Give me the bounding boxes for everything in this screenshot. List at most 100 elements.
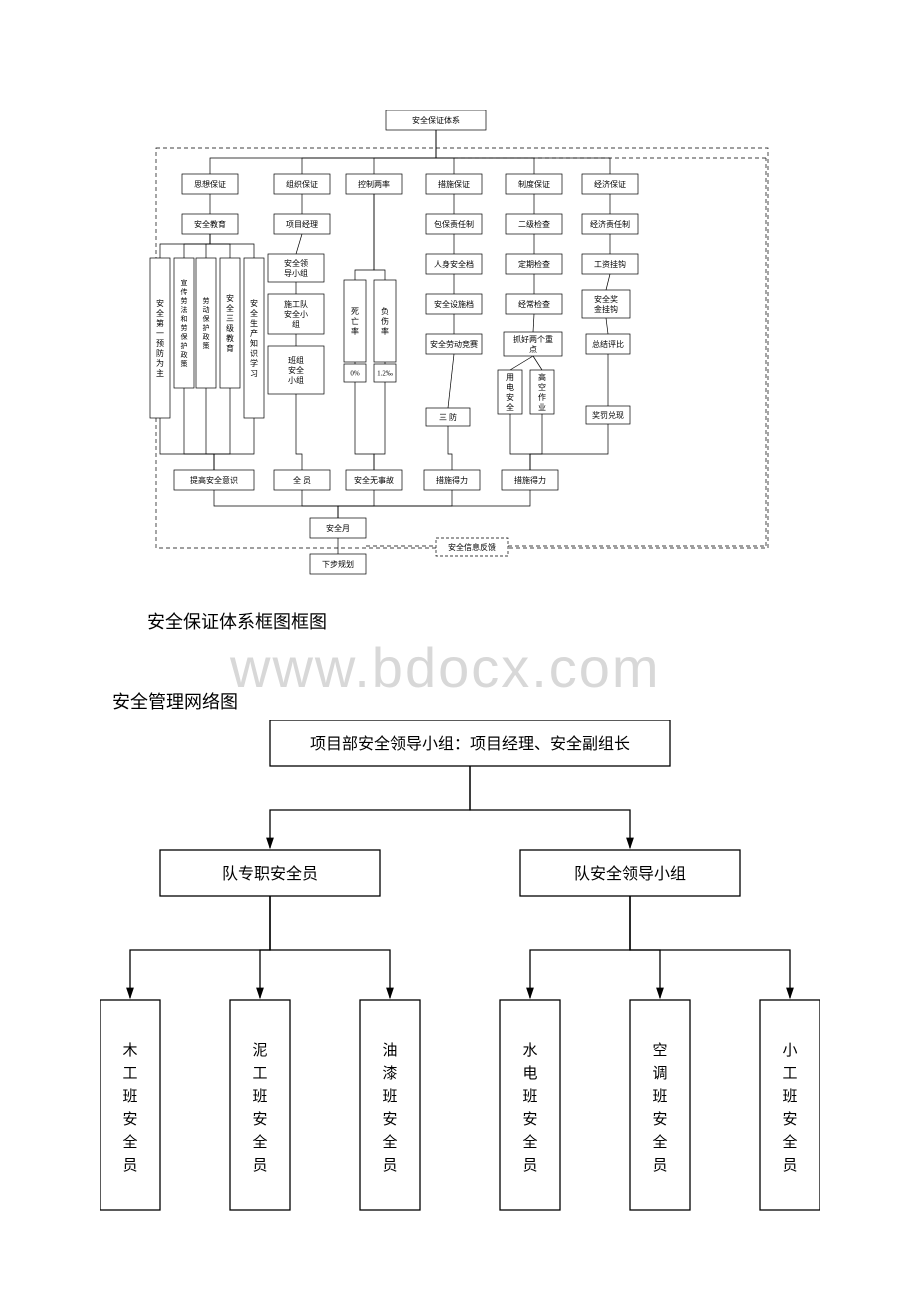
svg-text:策: 策 [203,341,210,350]
svg-text:总结评比: 总结评比 [592,339,624,349]
svg-text:制度保证: 制度保证 [518,179,550,189]
svg-text:措施得力: 措施得力 [514,475,546,485]
svg-text:劳: 劳 [203,296,210,305]
svg-text:员: 员 [522,1158,537,1174]
svg-text:班: 班 [652,1088,667,1105]
svg-text:班组: 班组 [288,355,304,365]
svg-text:安全保证体系: 安全保证体系 [412,115,460,125]
svg-text:和: 和 [181,314,188,323]
svg-text:教: 教 [226,333,234,343]
svg-text:全: 全 [522,1133,537,1151]
svg-text:安: 安 [250,298,258,308]
svg-text:安全: 安全 [288,365,304,375]
svg-text:抓好两个重: 抓好两个重 [513,334,553,344]
svg-text:安: 安 [522,1111,537,1128]
svg-text:育: 育 [226,343,234,353]
svg-text:预: 预 [156,338,164,348]
svg-text:传: 传 [181,287,188,296]
top-diagram: 安全保证体系思想保证组织保证控制两率措施保证制度保证经济保证安全教育项目经理包保… [146,110,776,600]
svg-text:第: 第 [156,318,164,328]
watermark-text: www.bdocx.com [230,635,661,700]
svg-text:班: 班 [382,1088,397,1105]
svg-text:政: 政 [181,350,188,359]
svg-text:策: 策 [181,359,188,368]
svg-text:宣: 宣 [181,278,188,287]
svg-text:二级检查: 二级检查 [518,219,550,229]
svg-text:点: 点 [529,345,537,354]
caption-bottom: 安全管理网络图 [112,688,238,714]
svg-text:安: 安 [226,293,234,303]
svg-text:三 防: 三 防 [439,412,457,422]
svg-text:奖罚兑现: 奖罚兑现 [592,410,624,420]
bottom-diagram: 项目部安全领导小组：项目经理、安全副组长队专职安全员队安全领导小组木工班安全员泥… [100,720,820,1250]
svg-text:工: 工 [252,1066,267,1082]
svg-text:思想保证: 思想保证 [194,179,226,189]
svg-text:安全领: 安全领 [284,258,308,268]
svg-text:安全月: 安全月 [326,523,350,533]
svg-text:水: 水 [522,1042,537,1059]
page: www.bdocx.com 安全保证体系思想保证组织保证控制两率措施保证制度保证… [0,0,920,1302]
svg-text:安全无事故: 安全无事故 [354,475,394,485]
svg-text:电: 电 [506,382,514,392]
svg-text:全: 全 [782,1133,797,1151]
svg-text:安全信息反馈: 安全信息反馈 [448,542,496,552]
svg-text:安: 安 [382,1111,397,1128]
svg-text:员: 员 [252,1158,267,1174]
svg-text:组织保证: 组织保证 [286,179,318,189]
svg-text:人身安全档: 人身安全档 [434,259,474,269]
svg-text:空: 空 [652,1042,667,1059]
svg-text:全: 全 [652,1133,667,1151]
svg-text:安: 安 [506,392,514,402]
svg-text:一: 一 [156,329,164,338]
svg-text:1.2‰: 1.2‰ [377,370,393,378]
svg-text:班: 班 [122,1088,137,1105]
svg-text:泥: 泥 [252,1042,267,1059]
svg-text:作: 作 [538,392,546,402]
svg-text:用: 用 [506,373,514,382]
svg-text:死: 死 [351,307,359,316]
svg-text:小组: 小组 [288,375,304,385]
svg-text:工: 工 [122,1066,137,1082]
svg-text:护: 护 [181,341,188,350]
svg-text:安全教育: 安全教育 [194,219,226,229]
svg-text:法: 法 [181,305,188,314]
svg-text:措施得力: 措施得力 [436,475,468,485]
svg-text:保: 保 [203,314,210,323]
svg-text:安: 安 [652,1111,667,1128]
svg-text:负: 负 [381,306,389,316]
svg-text:经常检查: 经常检查 [518,299,550,309]
svg-text:控制两率: 控制两率 [358,179,390,189]
svg-text:安全设施档: 安全设施档 [434,299,474,309]
svg-text:亡: 亡 [351,316,359,326]
svg-text:安: 安 [122,1111,137,1128]
svg-text:员: 员 [652,1158,667,1174]
svg-text:员: 员 [382,1158,397,1174]
svg-text:政: 政 [203,332,210,341]
svg-text:为: 为 [156,358,164,368]
svg-text:安全奖: 安全奖 [594,294,618,304]
svg-text:0%: 0% [350,370,360,378]
svg-text:全 员: 全 员 [293,475,311,485]
svg-text:班: 班 [252,1088,267,1105]
svg-text:工: 工 [782,1066,797,1082]
svg-text:经济保证: 经济保证 [594,179,626,189]
svg-text:安: 安 [782,1111,797,1128]
svg-text:导小组: 导小组 [284,268,308,278]
svg-text:班: 班 [522,1088,537,1105]
svg-text:劳: 劳 [181,296,188,305]
svg-text:率: 率 [351,326,359,336]
svg-text:护: 护 [203,323,210,332]
svg-text:动: 动 [203,305,210,314]
svg-text:全: 全 [156,308,164,318]
svg-text:安全小: 安全小 [284,309,308,319]
svg-text:调: 调 [652,1065,667,1082]
svg-text:防: 防 [156,348,164,358]
svg-text:伤: 伤 [381,316,389,326]
svg-text:级: 级 [226,323,234,333]
svg-text:员: 员 [122,1158,137,1174]
svg-text:生: 生 [250,318,258,328]
svg-text:知: 知 [250,338,258,348]
svg-text:学: 学 [250,358,258,368]
caption-top: 安全保证体系框图框图 [147,608,327,634]
svg-text:金挂钩: 金挂钩 [594,304,618,314]
